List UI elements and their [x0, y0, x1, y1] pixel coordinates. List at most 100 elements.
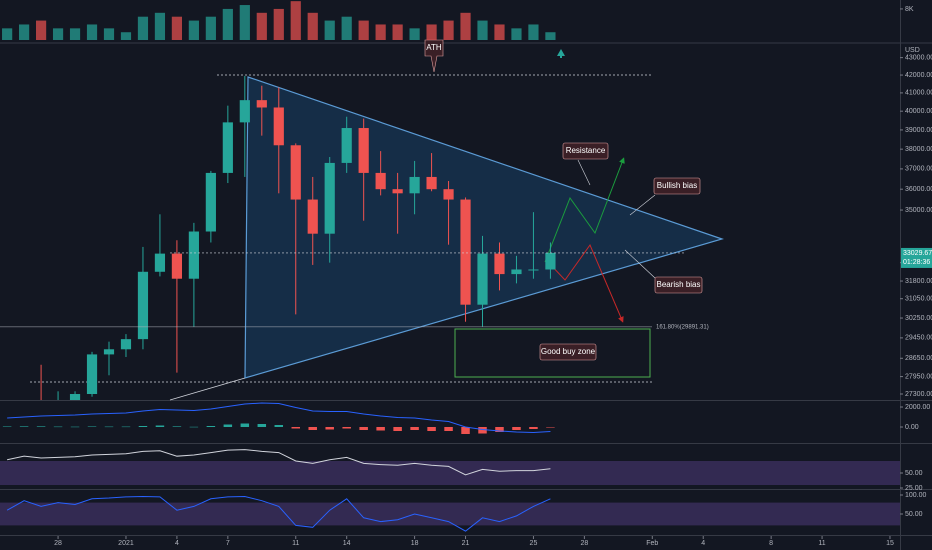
- histogram-bar: [478, 427, 487, 434]
- histogram-bar: [393, 427, 402, 431]
- candle-body: [477, 253, 488, 305]
- histogram-bar: [121, 426, 131, 428]
- pointer: [577, 159, 591, 186]
- volume-bar: [205, 16, 216, 40]
- candle-body: [171, 253, 183, 279]
- histogram-bar: [546, 427, 555, 428]
- y-tick-label: 100.00: [905, 492, 927, 499]
- callout-box: [539, 343, 597, 361]
- buy-zone-box: [454, 328, 651, 378]
- volume-bar: [19, 24, 30, 40]
- candle-body: [409, 176, 420, 194]
- volume-bar: [35, 20, 47, 40]
- bullish-label: Bullish bias: [657, 181, 697, 190]
- candle-body: [511, 269, 522, 275]
- callout-box: [654, 276, 703, 294]
- indicator-pane: [2, 402, 555, 434]
- x-tick-label: 18: [411, 540, 419, 547]
- y-tick-label: 31050.00: [905, 296, 932, 303]
- candle-body: [375, 172, 386, 190]
- x-tick-label: 8: [769, 540, 773, 547]
- y-tick-label: 29450.00: [905, 335, 932, 342]
- y-tick-label: 36000.00: [905, 186, 932, 193]
- bearish-arrow: [547, 243, 624, 323]
- histogram-bar: [172, 426, 182, 427]
- callout-box: [562, 142, 609, 160]
- histogram-bar: [257, 424, 267, 427]
- indicator-line: [7, 449, 551, 476]
- up-arrow-icon: [557, 49, 565, 58]
- volume-bar: [409, 28, 420, 40]
- x-tick-label: 14: [343, 540, 351, 547]
- histogram-bar: [206, 426, 216, 427]
- candle-body: [358, 128, 369, 173]
- last-price-box: [901, 247, 932, 268]
- y-tick-label: 8K: [905, 6, 914, 13]
- y-tick-label: 0.00: [905, 424, 919, 431]
- trend-line: [169, 377, 246, 401]
- volume-bar: [239, 5, 250, 41]
- histogram-bar: [461, 427, 470, 434]
- indicator-pane: [0, 449, 900, 485]
- histogram-bar: [19, 426, 29, 427]
- volume-bar: [222, 8, 233, 40]
- y-tick-label: 38000.00: [905, 146, 932, 153]
- bullish-arrow: [544, 157, 625, 263]
- volume-bar: [477, 20, 488, 40]
- histogram-bar: [342, 427, 351, 429]
- volume-bar: [324, 20, 335, 40]
- volume-bar: [273, 8, 284, 40]
- histogram-bar: [240, 423, 250, 427]
- y-tick-label: 2000.00: [905, 404, 930, 411]
- indicator-pane: [0, 496, 900, 532]
- volume-bar: [188, 20, 199, 40]
- histogram-bar: [70, 426, 80, 428]
- volume-bar: [290, 1, 301, 40]
- x-tick-label: 28: [54, 540, 62, 547]
- histogram-bar: [189, 426, 199, 428]
- x-tick-label: Feb: [646, 540, 658, 547]
- histogram-bar: [87, 426, 97, 427]
- countdown-label: 01:28:36: [903, 259, 930, 266]
- candle-body: [137, 271, 149, 340]
- bearish-label: Bearish bias: [656, 280, 700, 289]
- currency-label: USD: [905, 47, 920, 54]
- x-tick-label: 11: [292, 540, 299, 547]
- y-tick-label: 28650.00: [905, 355, 932, 362]
- histogram-bar: [325, 427, 334, 430]
- candle-body: [256, 100, 267, 108]
- volume-bar: [358, 20, 369, 40]
- volume-bar: [494, 24, 505, 40]
- volume-bar: [120, 32, 132, 40]
- histogram-bar: [155, 425, 165, 427]
- volume-bar: [375, 24, 386, 40]
- indicator-band: [0, 460, 900, 485]
- ath-label: ATH: [426, 43, 442, 52]
- x-tick-label: 28: [580, 540, 588, 547]
- candles: [40, 75, 556, 400]
- candle-body: [222, 122, 233, 173]
- candle-body: [239, 100, 250, 123]
- resistance-label: Resistance: [566, 146, 606, 155]
- histogram-bar: [274, 425, 284, 427]
- volume-bar: [154, 12, 166, 41]
- candle-body: [443, 189, 454, 200]
- candle-body: [154, 253, 166, 272]
- y-tick-label: 30250.00: [905, 315, 932, 322]
- histogram-bar: [308, 427, 317, 430]
- candle-body: [205, 172, 216, 232]
- histogram-bar: [359, 427, 368, 430]
- volume-bar: [392, 24, 403, 40]
- y-tick-label: 27300.00: [905, 391, 932, 398]
- pointer: [629, 194, 656, 216]
- candle-body: [69, 394, 81, 400]
- volume-bar: [307, 12, 318, 41]
- volume-bar: [341, 16, 352, 40]
- candle-body: [494, 253, 505, 275]
- histogram-bar: [2, 426, 12, 427]
- volume-bar: [137, 16, 149, 40]
- x-tick-label: 11: [818, 540, 825, 547]
- histogram-bar: [444, 427, 453, 431]
